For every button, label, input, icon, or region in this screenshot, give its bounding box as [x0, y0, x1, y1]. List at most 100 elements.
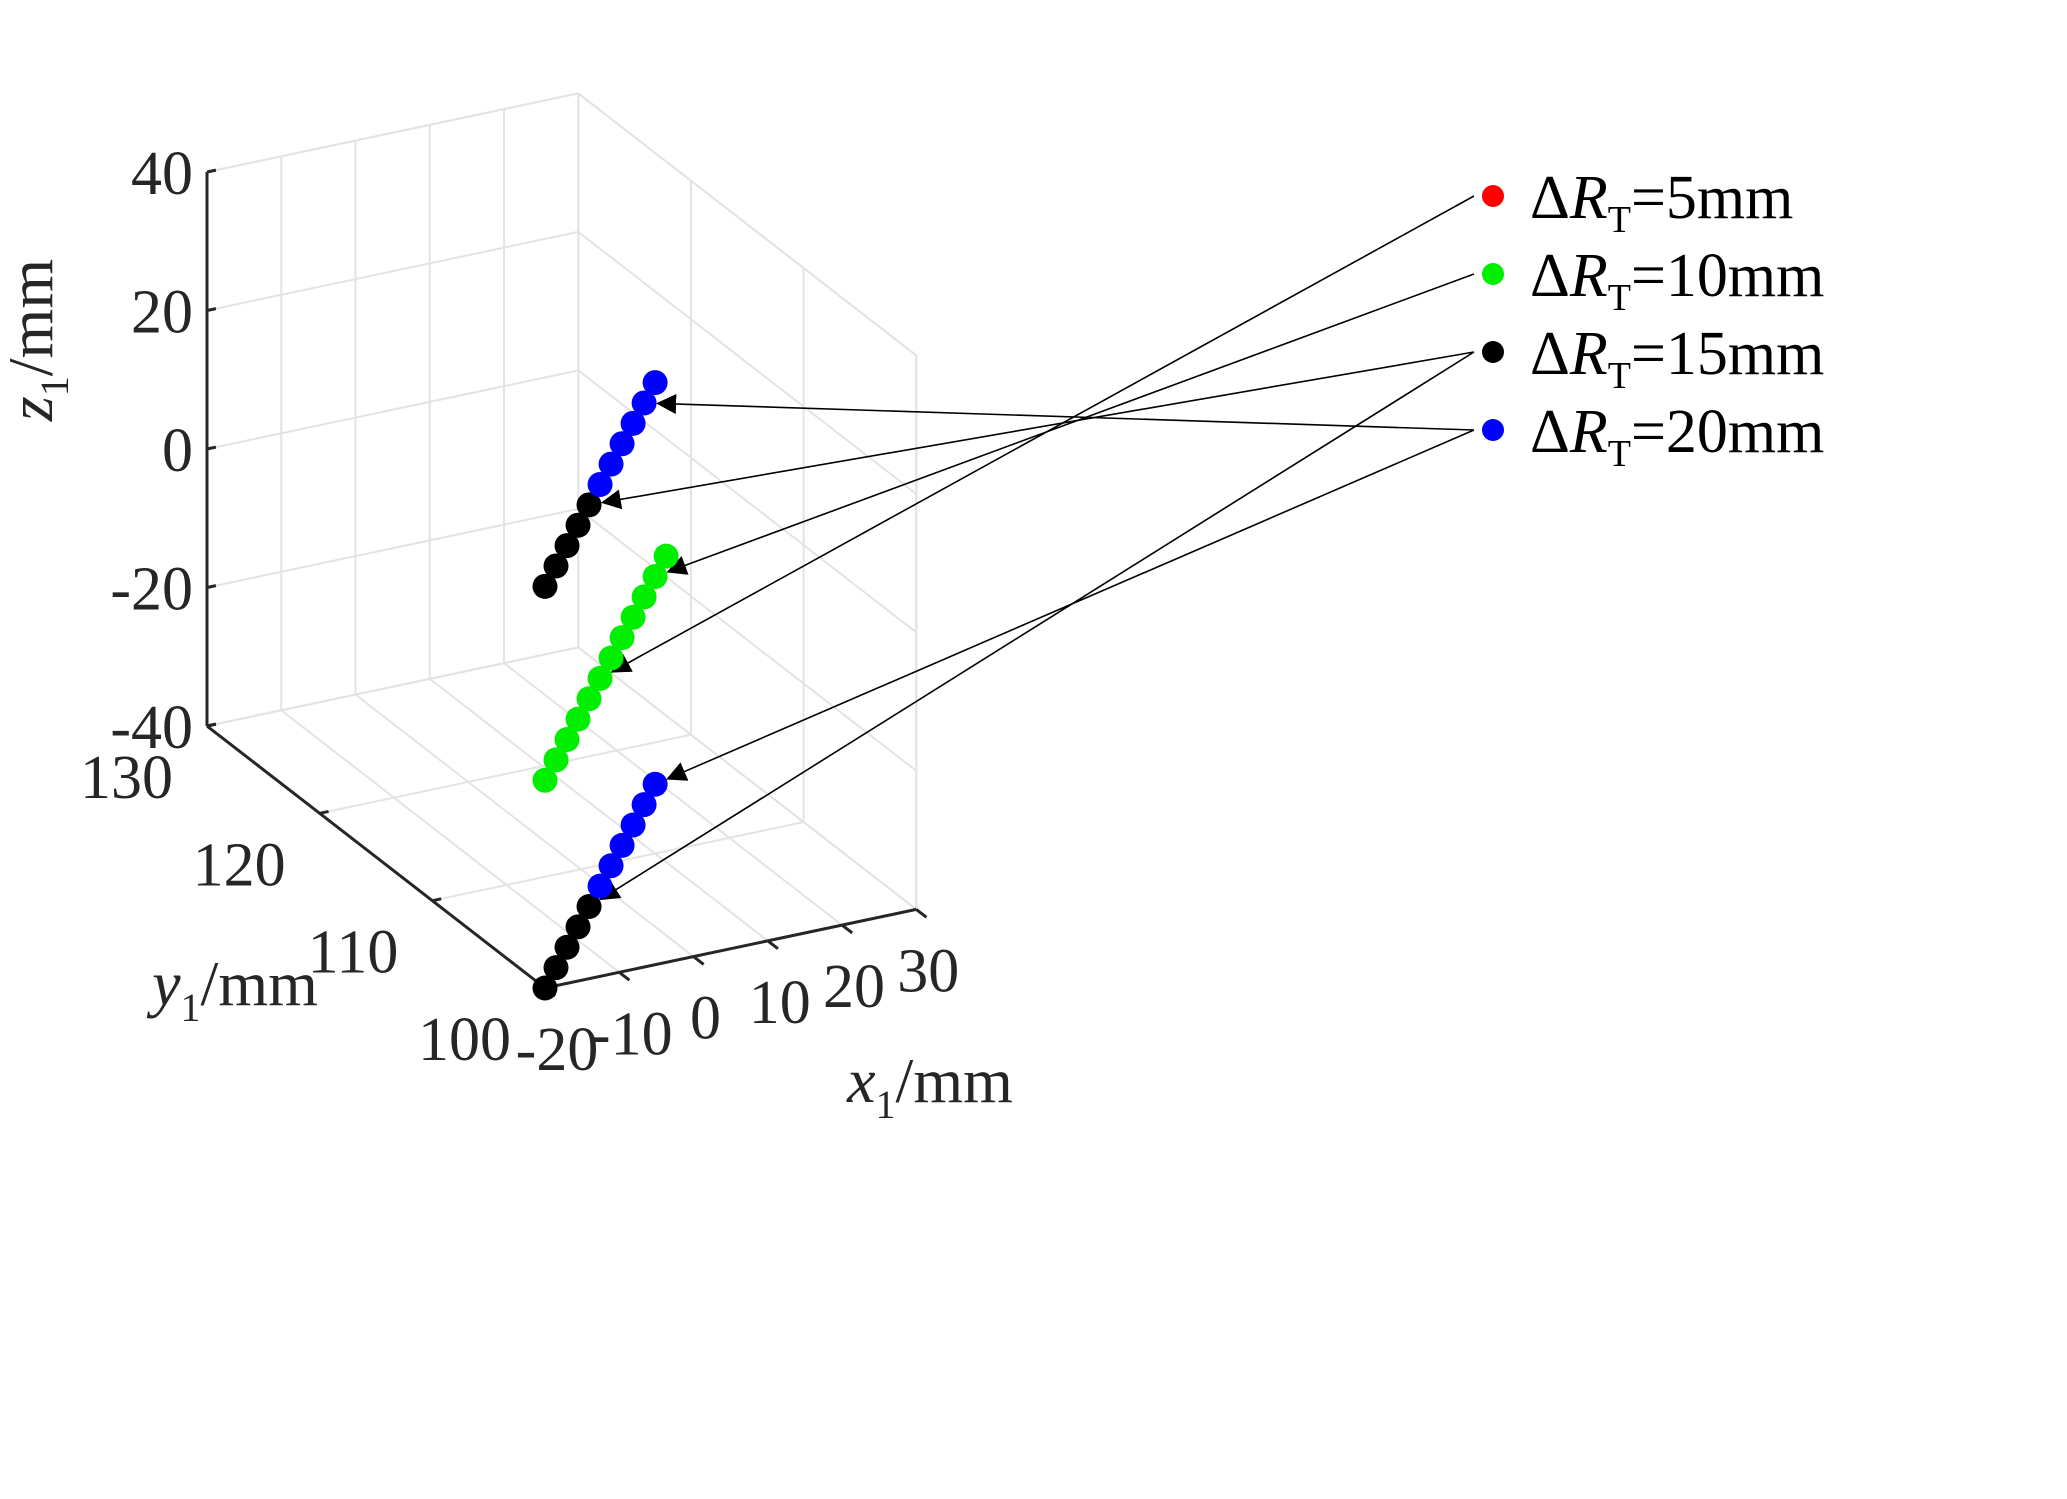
data-point — [565, 706, 591, 732]
y-tick-label: 130 — [80, 744, 173, 812]
x-axis-label: x1/mm — [846, 1045, 1013, 1127]
z-tick-mark — [206, 584, 217, 589]
grid-line — [503, 662, 843, 926]
y-tick-mark — [319, 809, 329, 815]
data-point — [620, 812, 646, 838]
grid-line — [577, 231, 917, 495]
data-point — [620, 604, 646, 630]
data-point — [631, 584, 657, 610]
data-point — [598, 451, 624, 477]
arrows-layer — [599, 195, 1475, 901]
axes-layer — [205, 172, 917, 990]
y-axis-label: y1/mm — [146, 948, 318, 1030]
x-tick-mark — [915, 908, 928, 919]
grid-line — [319, 733, 692, 815]
data-point — [598, 853, 624, 879]
x-tick-label: 30 — [897, 937, 959, 1005]
data-point — [631, 390, 657, 416]
legend-marker — [1482, 341, 1504, 363]
annotation-arrow — [599, 351, 1475, 901]
z-tick-mark — [206, 445, 217, 451]
x-tick-mark — [841, 923, 854, 935]
data-point — [554, 727, 580, 753]
data-point — [576, 686, 602, 712]
data-point — [554, 934, 580, 960]
x-tick-label: 20 — [823, 953, 885, 1021]
z-tick-label: 40 — [131, 140, 193, 208]
y-axis-line — [206, 724, 546, 990]
z-tick-mark — [206, 168, 217, 174]
legend-marker — [1482, 263, 1504, 285]
grid-line — [577, 508, 917, 772]
data-point — [653, 543, 679, 569]
z-tick-label: -20 — [110, 556, 193, 624]
x-tick-mark — [766, 939, 779, 950]
axis-labels: x1/mm y1/mm z1/mm — [0, 259, 1013, 1127]
grid-line — [206, 369, 579, 450]
z-tick-label: 20 — [131, 279, 193, 347]
data-point — [609, 431, 635, 457]
legend-label: ΔRT=10mm — [1530, 242, 1824, 319]
x-tick-label: 10 — [749, 969, 811, 1037]
data-point — [598, 645, 624, 671]
grid-line — [206, 230, 579, 312]
x-tick-label: 0 — [690, 985, 721, 1053]
annotation-arrow — [666, 273, 1475, 575]
data-point — [565, 914, 591, 940]
data-point — [631, 792, 657, 818]
annotation-arrow — [666, 429, 1475, 781]
data-point — [532, 975, 558, 1001]
z-tick-mark — [206, 307, 217, 312]
legend-label: ΔRT=5mm — [1530, 164, 1793, 241]
legend-label: ΔRT=20mm — [1530, 398, 1824, 475]
legend-marker — [1482, 419, 1504, 441]
data-point — [642, 564, 668, 590]
x-tick-label: -10 — [590, 1000, 673, 1068]
grid-line — [206, 646, 579, 727]
data-point — [620, 410, 646, 436]
x-axis-line — [544, 907, 917, 990]
data-point — [543, 553, 569, 579]
data-point — [642, 771, 668, 797]
z-axis-label: z1/mm — [0, 259, 77, 422]
grid-line — [429, 678, 769, 942]
data-point — [587, 665, 613, 691]
y-tick-label: 120 — [193, 831, 286, 899]
data-point — [587, 471, 613, 497]
annotation-arrow — [656, 394, 1475, 431]
points-layer — [532, 370, 679, 1001]
data-point — [587, 873, 613, 899]
data-point — [576, 492, 602, 518]
data-point — [565, 512, 591, 538]
y-tick-mark — [432, 897, 442, 903]
data-point — [532, 767, 558, 793]
data-point — [543, 747, 569, 773]
z-tick-label: 0 — [162, 417, 193, 485]
x-tick-mark — [618, 971, 631, 982]
grid-line — [206, 507, 579, 589]
data-point — [543, 955, 569, 981]
grid-line — [280, 709, 620, 974]
data-point — [576, 894, 602, 920]
box-edge — [577, 92, 917, 357]
x-tick-label: -20 — [516, 1016, 599, 1084]
data-point — [609, 832, 635, 858]
grid-line — [354, 693, 695, 958]
data-point — [532, 573, 558, 599]
annotation-arrow — [600, 351, 1475, 510]
box-edge — [206, 92, 579, 173]
data-point — [609, 625, 635, 651]
y-tick-label: 100 — [418, 1006, 511, 1074]
grid-line — [577, 646, 917, 911]
data-point — [642, 370, 668, 396]
z-tick-label: -40 — [110, 694, 193, 762]
legend-marker — [1482, 185, 1504, 207]
y-tick-label: 110 — [308, 919, 399, 987]
x-tick-mark — [692, 955, 705, 966]
data-point — [554, 533, 580, 559]
z-tick-mark — [206, 722, 217, 728]
legend-label: ΔRT=15mm — [1530, 320, 1824, 397]
